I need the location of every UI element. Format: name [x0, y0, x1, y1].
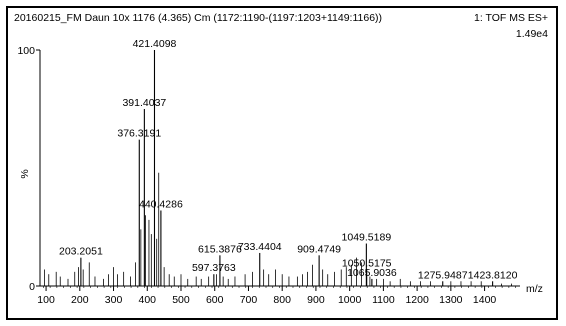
intensity-label: 1.49e4 [516, 28, 548, 40]
peak-label: 421.4098 [133, 38, 177, 50]
function-label: 1: TOF MS ES+ [474, 12, 548, 24]
x-tick-label: 300 [105, 294, 123, 306]
peak-label: 909.4749 [297, 243, 341, 255]
peak-label: 615.3876 [198, 243, 242, 255]
peak-label: 203.2051 [59, 246, 103, 258]
sample-title: 20160215_FM Daun 10x 1176 (4.365) Cm (11… [14, 12, 382, 24]
x-tick-label: 1100 [372, 294, 395, 306]
x-tick-label: 800 [273, 294, 291, 306]
x-tick-label: 400 [139, 294, 157, 306]
x-tick-label: 1300 [439, 294, 463, 306]
peak-label: 1065.9036 [347, 267, 397, 279]
spectrum-frame [6, 6, 558, 320]
y-tick-label: 100 [17, 45, 35, 57]
peak-label: 440.4286 [139, 198, 183, 210]
minor-peaks-group [43, 172, 512, 286]
peak-label: 376.3191 [117, 128, 161, 140]
labeled-peaks-group [80, 50, 494, 286]
x-tick-label: 1000 [338, 294, 362, 306]
x-tick-label: 100 [37, 294, 55, 306]
y-tick-label: 0 [29, 281, 35, 293]
x-tick-label: 700 [240, 294, 258, 306]
x-tick-label: 600 [206, 294, 224, 306]
x-tick-label: 1200 [405, 294, 429, 306]
peak-label: 391.4037 [122, 97, 166, 109]
peak-label: 1049.5189 [342, 232, 392, 244]
x-tick-label: 1400 [473, 294, 497, 306]
peak-label: 597.3763 [192, 262, 236, 274]
x-tick-label: 900 [307, 294, 325, 306]
peak-label: 1050.5175 [342, 257, 392, 269]
peak-label: 1423.8120 [468, 269, 518, 281]
peak-labels-group: 203.2051 376.3191 391.4037 421.4098 440.4286… [59, 38, 518, 281]
axes-group: 100 200 300 400 500 600 700 800 900 1000 1100 1200 1… [17, 45, 520, 306]
y-axis-label: % [19, 169, 31, 178]
x-tick-label: 500 [172, 294, 190, 306]
x-axis-label: m/z [526, 283, 543, 295]
x-tick-label: 200 [71, 294, 89, 306]
peak-label: 733.4404 [238, 241, 282, 253]
peak-label: 1275.9487 [418, 269, 468, 281]
